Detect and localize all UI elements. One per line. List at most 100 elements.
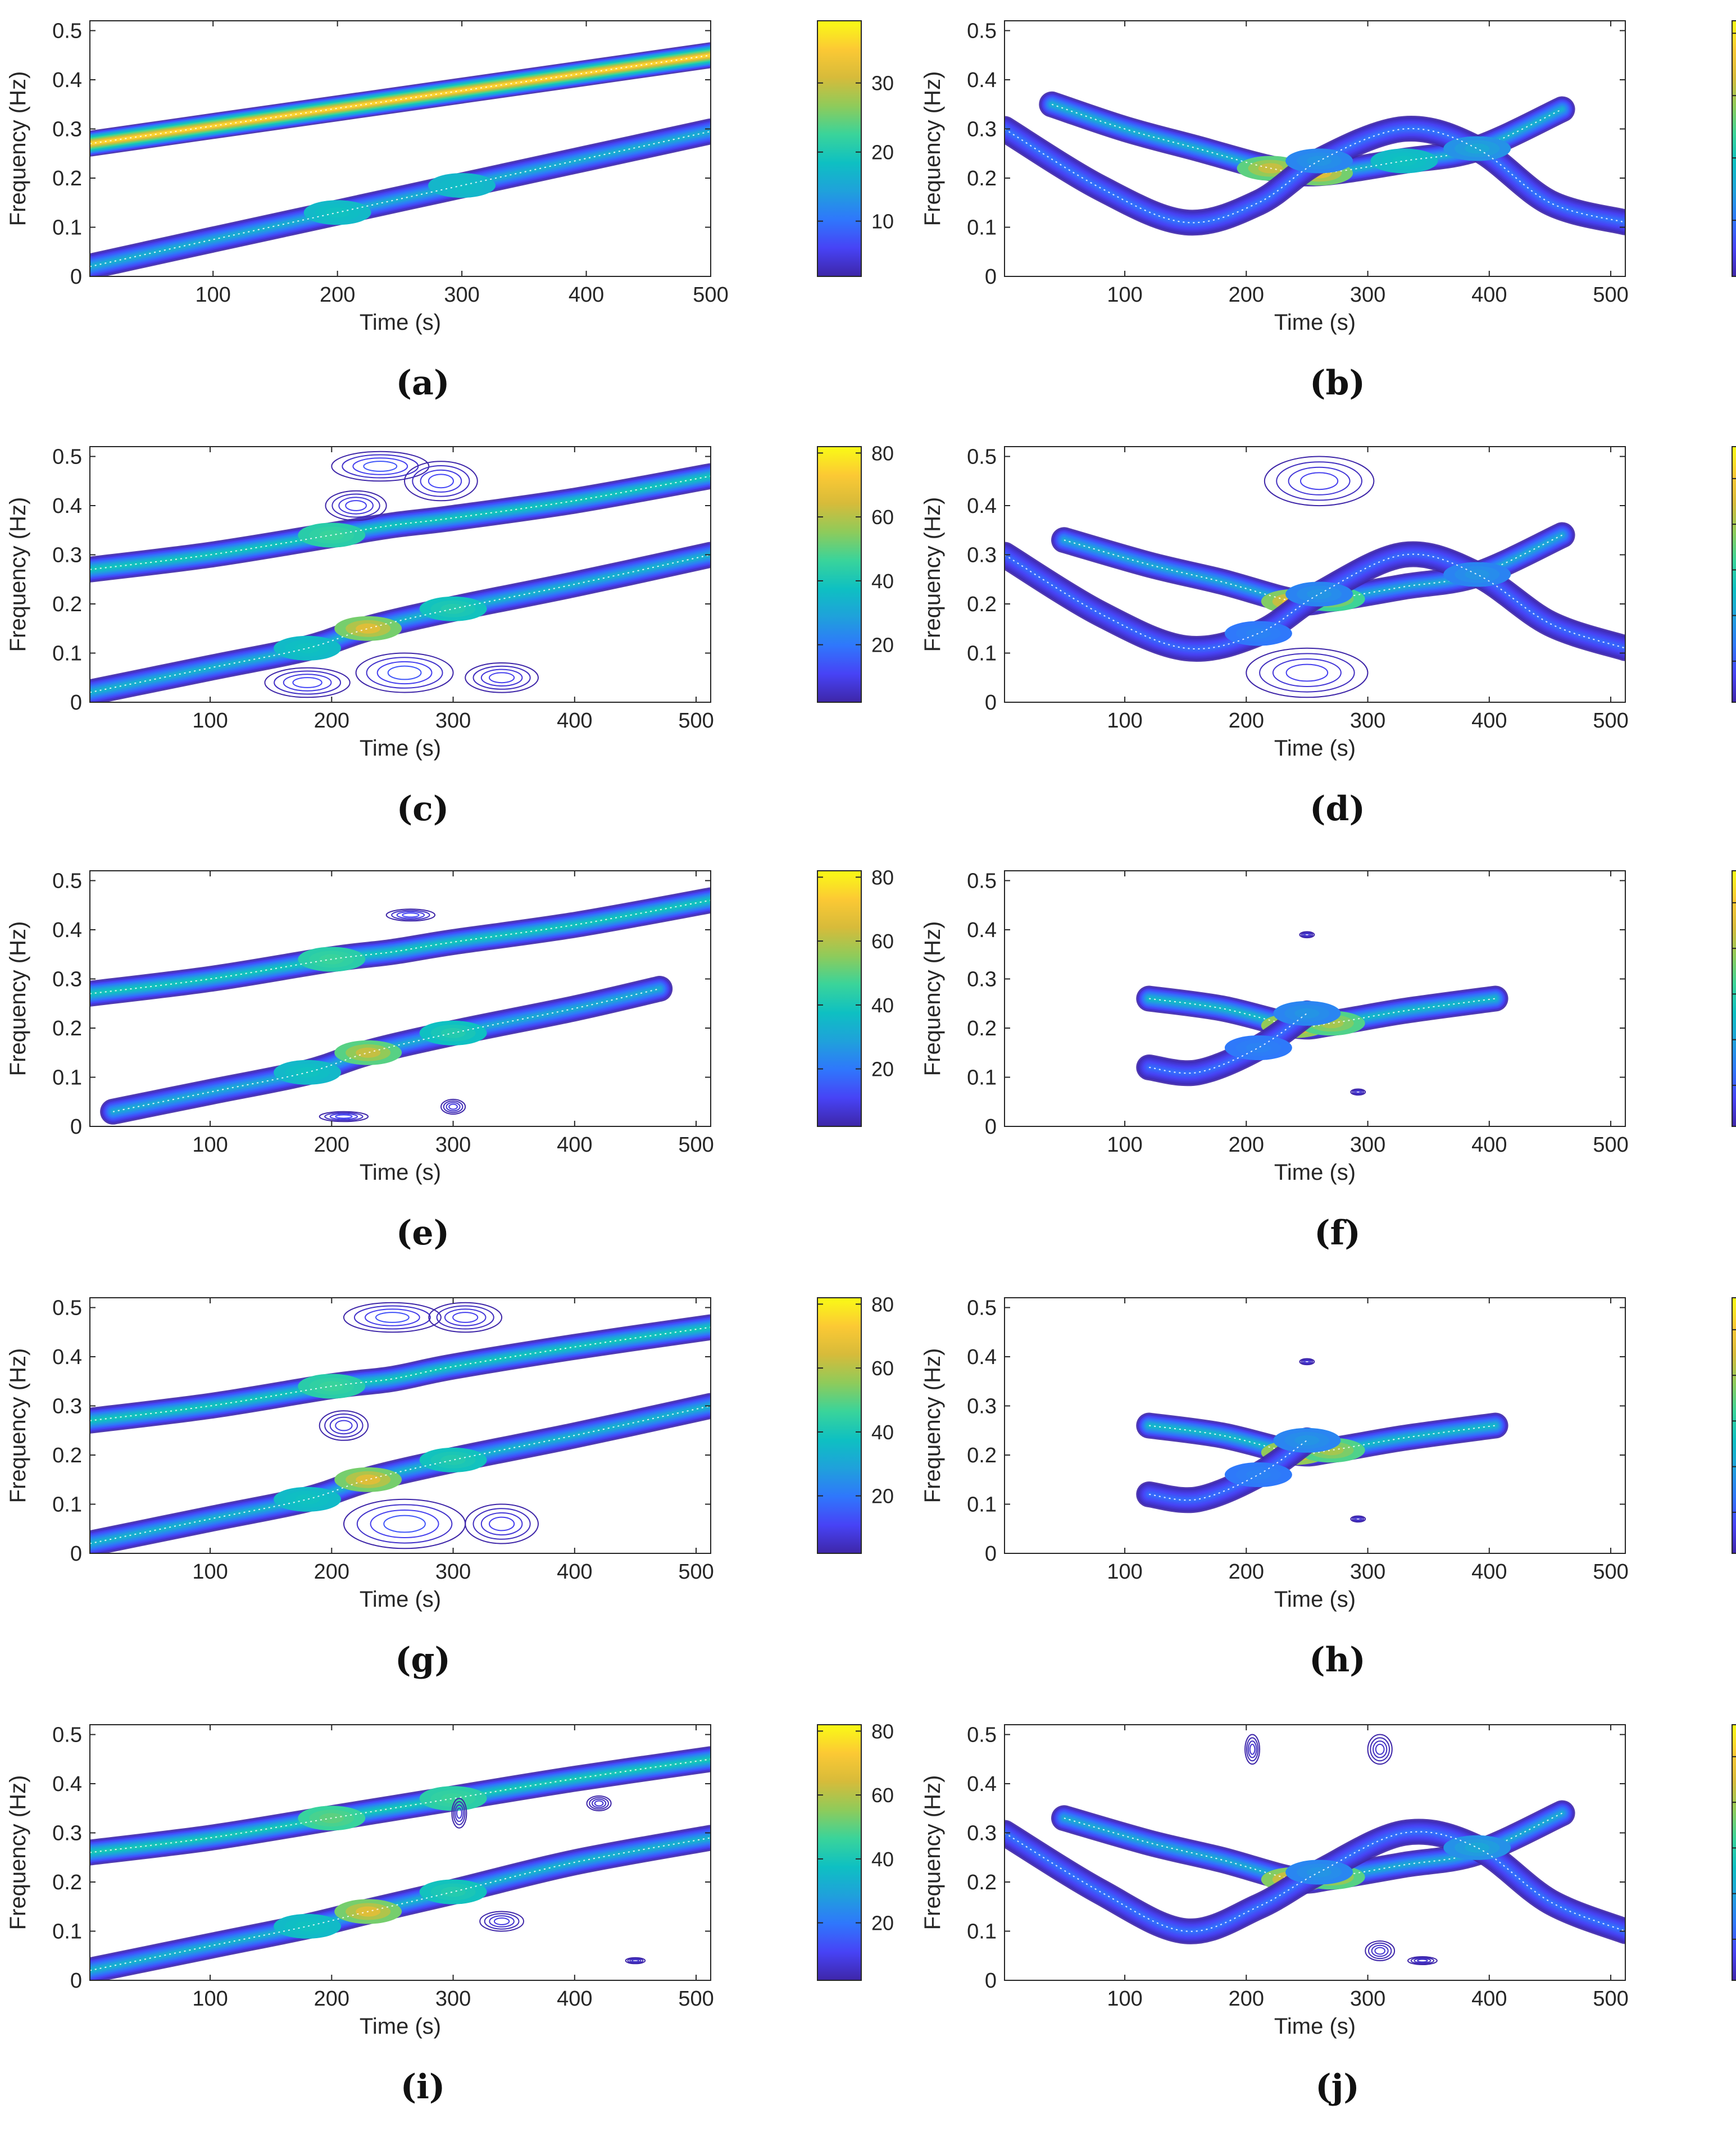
panel-j-xlabel: Time (s) [1274,2014,1356,2039]
panel-j-blob-4-ring-4 [1417,1958,1428,1963]
panel-g-xtick-label-2: 200 [314,1560,349,1584]
panel-j-axes-frame [1004,1724,1626,1981]
panel-g: 100 200 300 400 500 0 0.1 0.2 0.3 0.4 0.5 Time (s) F… [6,1293,894,1680]
panel-c-blob-2-ring-3 [420,469,462,493]
panel-d-blob-1-ring-3 [1288,466,1351,496]
panel-h-ytick-label-4: 0.3 [967,1395,997,1419]
panel-i-blob-3-ring-1 [625,1957,646,1965]
panel-i-colorbar-label-4: 80 [871,1720,894,1743]
panel-c-ytick-label-6: 0.5 [52,446,82,469]
panel-b-ytick-label-6: 0.5 [967,20,997,43]
panel-b-axes-frame [1004,20,1626,277]
panel-a-xtick-label-1: 100 [196,283,231,307]
panel-f-blob-2-ring-4 [1355,1090,1361,1094]
panel-h-axes-frame [1004,1297,1626,1554]
panel-h-series-1-ridge [1149,1425,1496,1454]
panel-d-blob-1-ring-4 [1300,472,1339,490]
panel-h-ytick-label-5: 0.4 [967,1345,997,1369]
panel-h-blob-1-ring-2 [1301,1358,1314,1365]
panel-h-ytick-label-1: 0 [985,1542,997,1566]
panel-e-ytick-label-4: 0.3 [52,968,82,992]
panel-e-blob-2-ring-3 [329,1113,358,1120]
panel-j-ytick-label-2: 0.1 [967,1920,997,1944]
panel-j-ytick-label-5: 0.4 [967,1772,997,1796]
panel-j-xtick-label-1: 100 [1107,1987,1142,2011]
panel-j-blob-1-ring-1 [1244,1734,1261,1765]
panel-d-caption: (d) [1310,789,1365,829]
panel-b-series-2-peak-7-3 [1465,143,1490,154]
panel-a-colorbar [817,20,862,277]
panel-d-ytick-label-5: 0.4 [967,494,997,518]
panel-c-series-2-ridge [90,554,711,693]
panel-f-xtick-label-1: 100 [1107,1133,1142,1157]
panel-i-blob-4-ring-1 [451,1798,467,1829]
panel-e-colorbar [817,870,862,1127]
panel-i-contours [90,1746,711,1980]
panel-c-contours [90,451,711,702]
panel-b-xtick-label-2: 200 [1229,283,1264,307]
panel-i-colorbar-label-2: 40 [871,1848,894,1871]
panel-g-xtick-label-3: 300 [435,1560,471,1584]
panel-g-blob-2-ring-4 [452,1312,479,1323]
panel-a-ytick-label-1: 0 [70,265,82,289]
panel-g-series-1-level-9 [90,1325,711,1422]
panel-c-blob-6-ring-2 [331,493,380,518]
panel-d-blob-2-ring-2 [1259,653,1355,693]
panel-j: 100 200 300 400 500 0 0.1 0.2 0.3 0.4 0.5 Time (s) F… [920,1724,1736,2107]
panel-c-ylabel: Frequency (Hz) [6,497,30,652]
panel-g-ytick-label-3: 0.2 [52,1444,82,1467]
panel-d-contours [1005,456,1625,698]
panel-d-ylabel: Frequency (Hz) [920,497,945,652]
panel-g-blob-3-ring-3 [370,1510,439,1538]
panel-f-ytick-label-6: 0.5 [967,870,997,893]
panel-f-series-2-peak-3-3 [1246,1043,1271,1053]
panel-f: 100 200 300 400 500 0 0.1 0.2 0.3 0.4 0.5 Time (s) F… [920,870,1736,1253]
panel-e-colorbar-label-1: 20 [871,1058,894,1081]
panel-h-ytick-label-6: 0.5 [967,1297,997,1320]
panel-f-caption: (f) [1314,1213,1361,1253]
panel-c-xtick-label-5: 500 [678,709,714,733]
panel-g-colorbar-label-2: 40 [871,1421,894,1444]
panel-h-xtick-label-1: 100 [1107,1560,1142,1584]
panel-i-ytick-label-1: 0 [70,1969,82,1993]
panel-e-xtick-label-4: 400 [557,1133,592,1157]
panel-d-xtick-label-1: 100 [1107,709,1142,733]
panel-d-plot-area [1005,447,1625,702]
panel-e-xtick-label-1: 100 [192,1133,228,1157]
panel-b-ytick-label-5: 0.4 [967,69,997,92]
panel-d-blob-2-ring-1 [1246,647,1369,698]
panel-a-colorbar-label-2: 20 [871,141,894,164]
panel-j-blob-4-ring-3 [1414,1958,1431,1963]
panel-i-ylabel: Frequency (Hz) [6,1775,30,1930]
panel-i-xtick-label-5: 500 [678,1987,714,2011]
panel-e-ytick-label-2: 0.1 [52,1066,82,1090]
panel-h-colorbar [1732,1297,1736,1554]
panel-f-ytick-label-4: 0.3 [967,968,997,992]
panel-i-blob-1-ring-2 [484,1913,520,1930]
panel-c-blob-3-ring-1 [264,667,351,698]
panel-d-series-2-peak-5-3 [1307,589,1332,599]
panel-g-blob-5-ring-4 [335,1420,353,1431]
panel-h-blob-1-ring-4 [1304,1360,1310,1363]
panel-g-blob-1-ring-4 [375,1312,410,1323]
panel-i: 100 200 300 400 500 0 0.1 0.2 0.3 0.4 0.5 Time (s) F… [6,1720,894,2107]
panel-g-blob-4-ring-4 [489,1516,515,1531]
panel-i-axes-frame [89,1724,711,1981]
panel-d-blob-2-ring-3 [1272,658,1342,687]
panel-j-xtick-label-4: 400 [1471,1987,1507,2011]
panel-e-blob-2-ring-4 [335,1114,353,1119]
panel-j-blob-3-ring-1 [1365,1940,1396,1961]
panel-b-xlabel: Time (s) [1274,310,1356,335]
panel-c-blob-2-ring-1 [404,461,478,502]
panel-g-blob-2-ring-2 [436,1305,494,1330]
panel-a-contours [90,42,711,276]
panel-b-ylabel: Frequency (Hz) [920,71,945,226]
panel-h-blob-2-ring-2 [1352,1516,1365,1522]
panel-j-blob-4-ring-2 [1410,1957,1435,1965]
panel-a-colorbar-label-1: 10 [871,210,894,233]
panel-c-caption: (c) [397,789,449,829]
panel-c-series-1-level-9 [90,474,711,571]
panel-h-caption: (h) [1309,1640,1365,1680]
panel-f-ylabel: Frequency (Hz) [920,921,945,1076]
panel-d-xtick-label-3: 300 [1350,709,1385,733]
